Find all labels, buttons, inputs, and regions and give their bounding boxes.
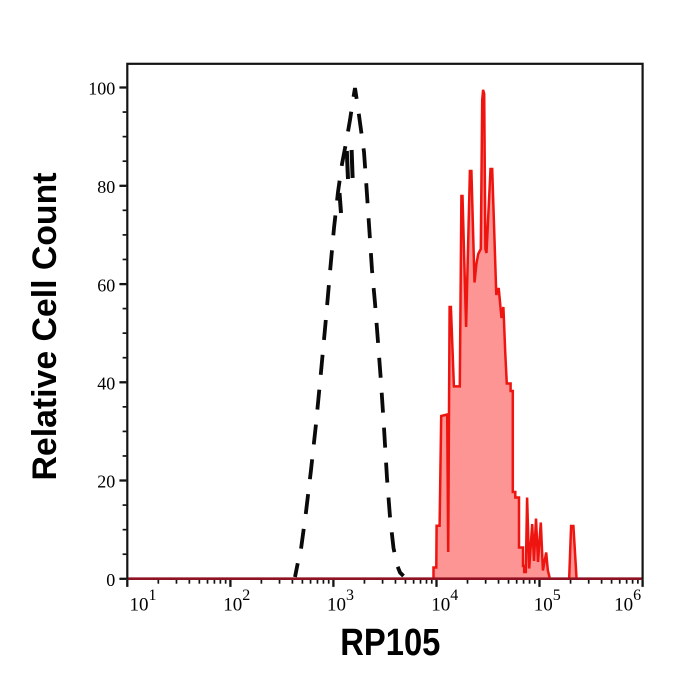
- svg-text:60: 60: [97, 275, 115, 295]
- svg-text:20: 20: [97, 472, 115, 492]
- svg-text:40: 40: [97, 374, 115, 394]
- svg-text:80: 80: [97, 177, 115, 197]
- svg-text:RP105: RP105: [340, 621, 440, 664]
- svg-text:Relative Cell Count: Relative Cell Count: [25, 173, 63, 481]
- svg-text:0: 0: [106, 570, 115, 590]
- svg-text:100: 100: [88, 79, 115, 99]
